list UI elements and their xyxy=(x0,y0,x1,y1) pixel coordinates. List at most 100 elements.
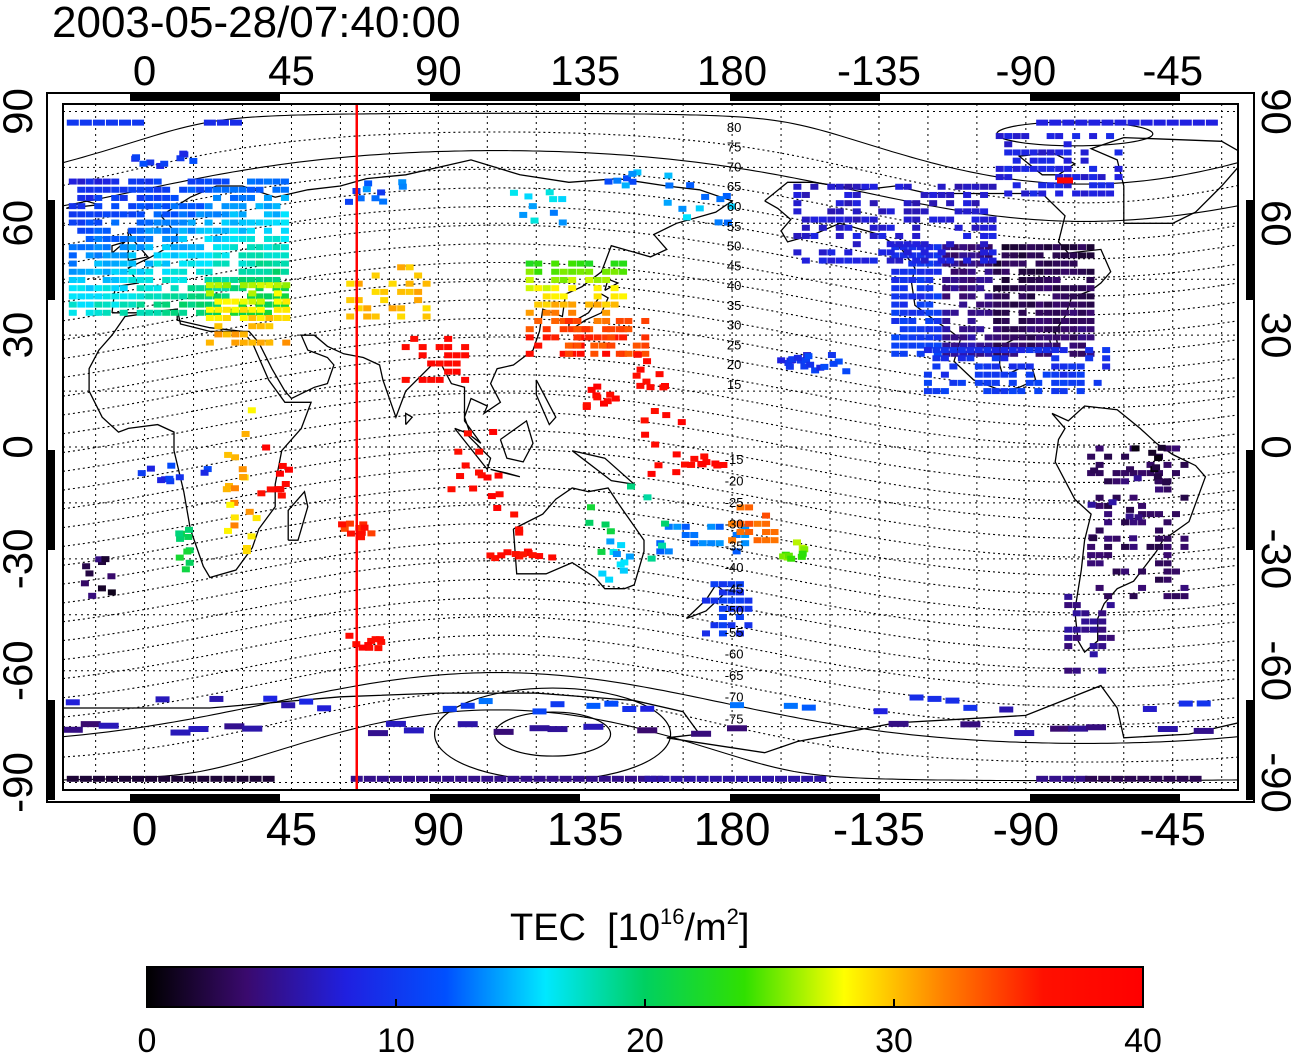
lat-tick-label-right: -60 xyxy=(1253,640,1292,701)
tec-cell xyxy=(170,194,179,201)
tec-cell xyxy=(85,235,94,242)
tec-cell xyxy=(1097,190,1106,197)
tec-cell xyxy=(102,186,111,193)
tec-cell xyxy=(214,331,223,338)
tec-cell xyxy=(988,216,997,223)
lon-tick-label-top: 45 xyxy=(268,47,315,94)
tec-cell xyxy=(727,605,736,612)
tec-cell xyxy=(715,523,724,530)
tec-cell xyxy=(248,282,257,289)
tec-cell xyxy=(1001,285,1010,292)
tec-cell xyxy=(204,186,213,193)
tec-cell xyxy=(632,342,641,349)
tec-cell xyxy=(94,219,103,226)
tec-cell xyxy=(568,309,577,316)
tec-cell xyxy=(255,252,264,259)
tec-cell xyxy=(988,232,997,239)
tec-cell xyxy=(682,214,691,221)
tec-cell xyxy=(238,260,247,267)
tec-cell xyxy=(959,285,968,292)
tec-cell xyxy=(153,285,162,292)
tec-cell xyxy=(1025,379,1034,386)
tec-cell xyxy=(1051,388,1060,395)
tec-cell xyxy=(196,244,205,251)
tec-cell xyxy=(280,194,289,201)
tec-cell xyxy=(204,252,213,259)
tec-cell xyxy=(920,208,929,215)
tec-cell xyxy=(1076,363,1085,370)
tec-cell xyxy=(272,244,281,251)
tec-cell xyxy=(954,208,963,215)
tec-cell xyxy=(1000,347,1009,354)
coastline xyxy=(287,490,309,541)
tec-cell xyxy=(77,227,86,234)
tec-cell xyxy=(959,268,968,275)
tec-cell xyxy=(728,520,737,527)
tec-cell xyxy=(272,252,281,259)
contour-line xyxy=(63,690,1238,763)
tec-cell xyxy=(265,323,274,330)
tec-cell xyxy=(619,567,628,574)
tec-cell xyxy=(1008,363,1017,370)
tec-cell xyxy=(170,268,179,275)
tec-cell xyxy=(525,326,534,333)
tec-cell xyxy=(954,224,963,231)
tec-cell xyxy=(1046,165,1055,172)
tec-cell xyxy=(664,548,673,555)
tec-cell xyxy=(80,580,89,587)
tec-cell xyxy=(214,323,223,330)
tec-cell xyxy=(528,203,537,210)
colorbar-unit-exponent: 16 xyxy=(659,904,685,929)
tec-cell xyxy=(255,178,264,185)
tec-cell xyxy=(128,276,137,283)
contour-label: 55 xyxy=(727,219,741,234)
tec-cell xyxy=(974,347,983,354)
colorbar-title: TEC [1016/m2] xyxy=(510,906,749,950)
tec-cell xyxy=(377,189,386,196)
tec-cell xyxy=(1080,157,1089,164)
tec-cell xyxy=(602,268,611,275)
tec-cell xyxy=(886,257,895,264)
tec-cell xyxy=(662,412,671,419)
tec-cell xyxy=(628,178,637,185)
plot-frame xyxy=(62,103,1239,791)
tec-cell xyxy=(231,298,240,305)
tec-cell xyxy=(1052,244,1061,251)
contour-label: 30 xyxy=(727,318,741,333)
tec-cell xyxy=(852,241,861,248)
tec-cell xyxy=(1072,667,1081,674)
tec-cell xyxy=(1106,634,1115,641)
tec-cell xyxy=(762,520,771,527)
tec-cell xyxy=(991,355,1000,362)
tec-cell xyxy=(582,402,591,409)
tec-cell xyxy=(534,342,543,349)
contour-label: -65 xyxy=(725,668,744,683)
tec-cell xyxy=(963,257,972,264)
tec-cell xyxy=(1086,724,1107,731)
tec-cell xyxy=(991,347,1000,354)
tec-cell xyxy=(1044,276,1053,283)
tec-cell xyxy=(145,194,154,201)
tec-cell xyxy=(625,553,634,560)
tec-cell xyxy=(723,219,732,226)
tec-cell xyxy=(735,605,744,612)
tec-cell xyxy=(732,548,741,555)
tec-cell xyxy=(1052,326,1061,333)
tec-cell xyxy=(1098,634,1107,641)
colorbar-tick-label: 30 xyxy=(875,1022,913,1057)
tec-cell xyxy=(179,260,188,267)
tec-cell xyxy=(101,556,110,563)
tec-cell xyxy=(1010,301,1019,308)
tec-cell xyxy=(204,219,213,226)
tec-cell xyxy=(204,301,213,308)
contour-label: -60 xyxy=(725,646,744,661)
tec-cell xyxy=(205,339,214,346)
lat-tick-label-left: 90 xyxy=(0,88,41,135)
tec-cell xyxy=(727,622,736,629)
tec-cell xyxy=(573,334,582,341)
tec-cell xyxy=(637,775,650,782)
tec-cell xyxy=(187,244,196,251)
tec-cell xyxy=(1055,149,1064,156)
tec-cell xyxy=(136,235,145,242)
tec-cell xyxy=(346,297,355,304)
